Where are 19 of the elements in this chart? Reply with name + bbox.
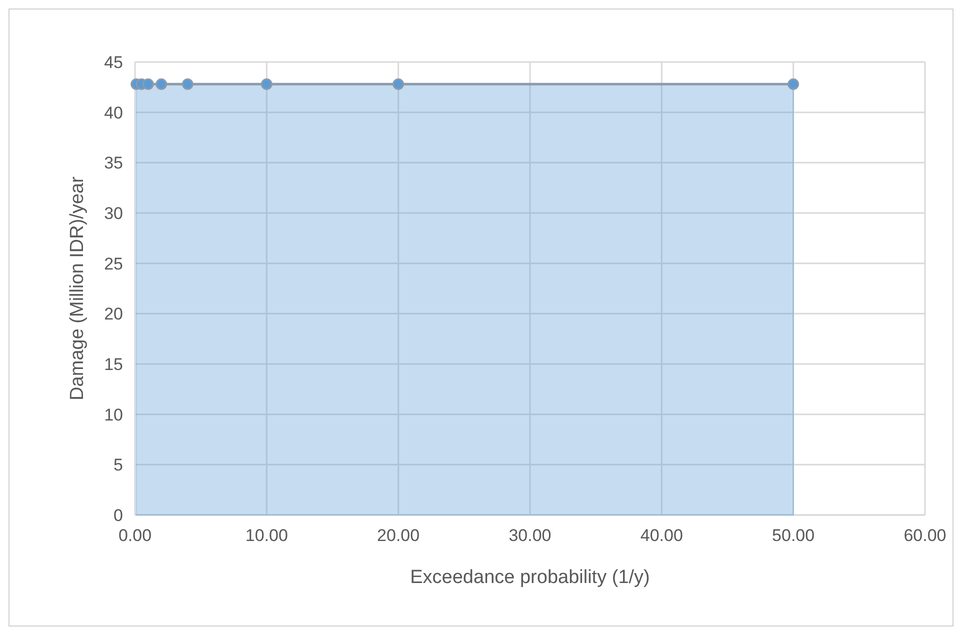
- y-tick-label: 35: [104, 154, 123, 173]
- y-tick-label: 40: [104, 103, 123, 122]
- y-tick-label: 10: [104, 405, 123, 424]
- x-tick-label: 30.00: [508, 526, 552, 545]
- x-tick-label: 10.00: [245, 526, 288, 545]
- x-tick-label: 20.00: [377, 526, 420, 545]
- x-tick-label: 40.00: [640, 526, 683, 545]
- y-tick-label: 20: [104, 304, 123, 324]
- y-tick-label: 30: [104, 204, 123, 223]
- x-tick-label: 60.00: [904, 526, 946, 545]
- y-tick-label: 5: [114, 456, 123, 475]
- x-tick-label: 50.00: [772, 526, 815, 545]
- x-tick-label: 0.00: [118, 526, 152, 545]
- y-tick-label: 45: [104, 52, 123, 72]
- x-axis-title: Exceedance probability (1/y): [410, 567, 650, 588]
- y-tick-label: 25: [104, 254, 123, 274]
- y-tick-label: 0: [114, 506, 123, 525]
- y-tick-label: 15: [104, 354, 123, 374]
- y-axis-title: Damage (Million IDR)/year: [67, 176, 88, 400]
